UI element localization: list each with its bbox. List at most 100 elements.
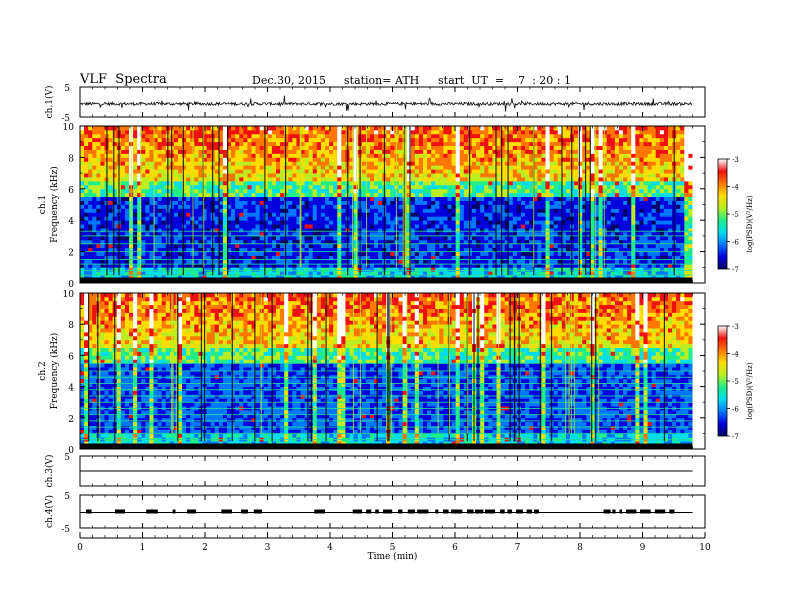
ch1-spectrogram-cell xyxy=(202,255,207,260)
ch1-spectrogram-cell xyxy=(443,192,448,198)
ch1-spectrogram-cell xyxy=(243,169,248,174)
ch1-spectrogram-cell xyxy=(521,188,526,194)
ch1-spectrogram-cell xyxy=(459,200,465,205)
ch1-spectrogram-cell xyxy=(410,161,416,166)
ch1-spectrogram-cell xyxy=(455,263,461,268)
ch1-spectrogram-cell xyxy=(124,204,130,209)
ch1-spectrogram-cell xyxy=(80,188,85,194)
ch1-spectrogram-cell xyxy=(88,200,93,205)
ch1-spectrogram-cell xyxy=(549,180,555,186)
ch1-spectrogram-cell xyxy=(349,255,354,260)
ch1-spectrogram-cell xyxy=(235,165,240,170)
ch1-spectrogram-cell xyxy=(574,184,579,190)
ch1-spectrogram-cell xyxy=(500,157,506,162)
ch1-spectrogram-cell xyxy=(349,204,354,209)
ch1-spectrogram-cell xyxy=(288,220,293,225)
ch1-spectrogram-cell xyxy=(243,180,248,186)
ch1-spectrogram-cell xyxy=(443,204,448,209)
ch1-spectrogram-cell xyxy=(418,188,424,194)
ch1-spectrogram-cell xyxy=(202,180,207,186)
ch1-spectrogram-cell xyxy=(100,184,105,190)
ch1-spectrogram-cell xyxy=(108,137,114,143)
ch1-spectrogram-cell xyxy=(157,228,163,233)
ch1-spectrogram-cell xyxy=(124,188,130,194)
ch1-spectrogram-cell xyxy=(480,153,485,158)
ch1-spectrogram-cell xyxy=(349,133,354,139)
ch1-spectrogram-cell xyxy=(378,255,383,260)
ch1-spectrogram-cell xyxy=(557,180,563,186)
ch1-spectrogram-cell xyxy=(374,259,379,264)
ch1-spectrogram-cell xyxy=(508,133,514,139)
ch1-spectrogram-cell xyxy=(280,247,285,253)
ch1-spectrogram-cell xyxy=(312,224,318,229)
ch1-spectrogram-cell xyxy=(320,177,326,182)
ch1-spectrogram-cell xyxy=(247,133,252,139)
ch1-spectrogram-cell xyxy=(316,212,322,217)
ch1-spectrogram-cell xyxy=(455,259,461,264)
ch1-spectrogram-cell xyxy=(443,224,448,229)
ch1-spectrogram-cell xyxy=(565,208,571,213)
ch1-spectrogram-cell xyxy=(541,239,546,245)
ch1-spectrogram-cell xyxy=(96,177,101,182)
ch1-spectrogram-cell xyxy=(222,177,228,182)
ch1-spectrogram-cell xyxy=(161,161,167,166)
ch1-spectrogram-cell xyxy=(214,231,220,237)
ch1-spectrogram-cell xyxy=(496,200,501,205)
ch1-spectrogram-cell xyxy=(276,129,281,135)
ch1-spectrogram-cell xyxy=(227,157,232,162)
ch1-spectrogram-cell xyxy=(239,184,244,190)
ch1-spectrogram-cell xyxy=(222,271,228,276)
ch1-spectrogram-cell xyxy=(96,228,101,233)
ch1-spectrogram-cell xyxy=(100,161,105,166)
ch1-spectrogram-cell xyxy=(504,212,510,217)
ch1-spectrogram-cell xyxy=(529,137,534,143)
ch1-spectrogram-cell xyxy=(218,192,224,198)
ch1-spectrogram-cell xyxy=(349,224,354,229)
ch1-spectrogram-cell xyxy=(541,180,546,186)
ch1-spectrogram-cell xyxy=(231,243,236,249)
ch1-spectrogram-cell xyxy=(341,153,346,158)
ch1-spectrogram-cell xyxy=(353,275,359,280)
ch1-spectrogram-cell xyxy=(206,204,212,209)
ch1-spectrogram-cell xyxy=(488,275,493,280)
ch1-spectrogram-cell xyxy=(255,196,261,201)
ch1-spectrogram-cell xyxy=(198,267,203,272)
ch1-spectrogram-cell xyxy=(243,153,248,158)
ch1-spectrogram-cell xyxy=(304,275,310,280)
ch1-spectrogram-cell xyxy=(271,208,277,213)
ch1-spectrogram-cell xyxy=(288,137,293,143)
ch1-spectrogram-cell xyxy=(231,251,236,256)
ch1-spectrogram-cell xyxy=(439,243,444,249)
ch1-spectrogram-cell xyxy=(427,133,432,139)
ch1-spectrogram-cell xyxy=(365,212,371,217)
ch1-spectrogram-cell xyxy=(574,188,579,194)
ch1-spectrogram-cell xyxy=(341,126,346,131)
ch1-spectrogram-cell xyxy=(537,243,542,249)
ch1-spectrogram-cell xyxy=(149,165,154,170)
ch1-spectrogram-cell xyxy=(414,184,420,190)
ch1-spectrogram-cell xyxy=(108,259,114,264)
ch1-spectrogram-cell xyxy=(500,141,506,147)
ch1-spectrogram-cell xyxy=(463,275,469,280)
ch1-spectrogram-cell xyxy=(480,173,485,178)
ch1-spectrogram-cell xyxy=(439,224,444,229)
ch1-spectrogram-cell xyxy=(141,173,146,178)
ch1-spectrogram-cell xyxy=(435,169,440,174)
ch1-spectrogram-cell xyxy=(480,255,485,260)
ch1-spectrogram-cell xyxy=(431,165,436,170)
ch1-spectrogram-cell xyxy=(369,271,375,276)
ch1-spectrogram-cell xyxy=(214,255,220,260)
ch1-spectrogram-cell xyxy=(574,157,579,162)
ch1-spectrogram-cell xyxy=(455,137,461,143)
ch1-spectrogram-cell xyxy=(255,239,261,245)
ch1-spectrogram-cell xyxy=(406,216,412,221)
ch1-spectrogram-cell xyxy=(451,255,457,260)
ch1-spectrogram-cell xyxy=(120,157,126,162)
ch1-spectrogram-cell xyxy=(439,192,444,198)
ch1-spectrogram-cell xyxy=(431,231,436,237)
ch1-spectrogram-cell xyxy=(463,200,469,205)
ch1-spectrogram-cell xyxy=(296,145,301,150)
ch1-spectrogram-cell xyxy=(365,204,371,209)
ch1-spectrogram-cell xyxy=(186,188,191,194)
ch1-spectrogram-cell xyxy=(508,180,514,186)
